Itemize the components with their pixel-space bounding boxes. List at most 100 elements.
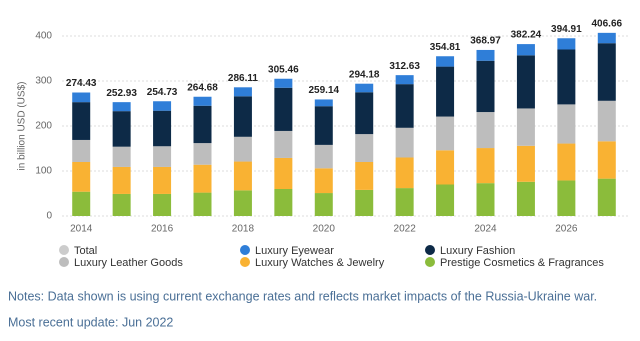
total-label: 254.73: [147, 87, 178, 98]
x-tick-label: 2026: [555, 224, 578, 235]
legend-marker: [59, 245, 69, 255]
total-label: 406.66: [591, 18, 622, 29]
legend-marker: [59, 257, 69, 267]
bar-segment: [314, 99, 333, 107]
bar-segment: [112, 111, 131, 147]
legend-marker: [425, 257, 435, 267]
note: Most recent update: Jun 2022: [8, 315, 173, 329]
bar-segment: [597, 100, 616, 142]
bar-segment: [153, 166, 172, 194]
legend-marker: [425, 245, 435, 255]
bar-segment: [72, 102, 91, 140]
bar-segment: [355, 83, 374, 93]
bar-segment: [193, 192, 212, 216]
total-label: 312.63: [389, 61, 420, 72]
bar-segment: [597, 32, 616, 44]
bar-segment: [557, 143, 576, 181]
bar-segment: [153, 146, 172, 167]
bar-segment: [557, 180, 576, 216]
bar-segment: [355, 92, 374, 135]
bar-segment: [153, 110, 172, 147]
x-tick-label: 2024: [474, 224, 497, 235]
total-label: 368.97: [470, 36, 501, 47]
bar-segment: [193, 164, 212, 193]
x-tick-label: 2022: [394, 224, 417, 235]
bar-segment: [314, 193, 333, 216]
bar-segment: [314, 168, 333, 194]
total-label: 252.93: [106, 88, 137, 99]
bar-segment: [395, 84, 414, 128]
bar-segment: [516, 145, 535, 182]
bar-segment: [597, 43, 616, 101]
bar-segment: [233, 136, 252, 162]
bar-segment: [193, 96, 212, 106]
bar-segment: [233, 161, 252, 191]
legend-marker: [240, 245, 250, 255]
total-label: 259.14: [308, 85, 339, 96]
bar-segment: [395, 188, 414, 216]
x-tick-label: 2014: [70, 224, 93, 235]
bar-segment: [112, 193, 131, 216]
bar-segment: [193, 105, 212, 144]
bar-segment: [476, 49, 495, 61]
bar-segment: [153, 101, 172, 111]
x-tick-label: 2020: [313, 224, 336, 235]
legend-label[interactable]: Luxury Fashion: [440, 245, 515, 257]
legend-label[interactable]: Luxury Leather Goods: [74, 257, 183, 269]
legend-marker: [240, 257, 250, 267]
legend-label[interactable]: Luxury Eyewear: [255, 245, 334, 257]
bar-segment: [436, 116, 455, 151]
legend-label[interactable]: Prestige Cosmetics & Fragrances: [440, 257, 604, 269]
bar-segment: [274, 157, 293, 189]
bar-segment: [516, 181, 535, 216]
bar-segment: [436, 184, 455, 216]
bar-segment: [597, 178, 616, 216]
bar-segment: [516, 44, 535, 56]
bar-segment: [395, 127, 414, 158]
bar-segment: [557, 49, 576, 105]
bar-segment: [395, 75, 414, 85]
bar-segment: [193, 143, 212, 165]
x-tick-label: 2018: [232, 224, 255, 235]
total-label: 354.81: [430, 42, 461, 53]
bar-segment: [395, 157, 414, 189]
y-axis-label: in billion USD (US$): [17, 82, 28, 171]
bar-segment: [72, 162, 91, 192]
total-label: 294.18: [349, 69, 380, 80]
total-label: 274.43: [66, 78, 97, 89]
bar-segment: [476, 112, 495, 149]
bar-segment: [72, 92, 91, 103]
bar-segment: [355, 189, 374, 216]
bar-segment: [557, 38, 576, 50]
bar-segment: [355, 134, 374, 162]
total-label: 305.46: [268, 64, 299, 75]
y-tick-label: 200: [35, 121, 52, 132]
bar-segment: [476, 60, 495, 113]
bar-segment: [436, 150, 455, 185]
bar-segment: [314, 144, 333, 169]
total-label: 394.91: [551, 24, 582, 35]
bar-segment: [274, 87, 293, 131]
total-label: 286.11: [228, 73, 258, 84]
bar-segment: [476, 148, 495, 184]
y-tick-label: 100: [35, 166, 52, 177]
bar-segment: [516, 108, 535, 146]
legend-label[interactable]: Total: [74, 245, 97, 257]
bar-segment: [516, 55, 535, 109]
note: Notes: Data shown is using current excha…: [8, 289, 597, 303]
bar-segment: [557, 104, 576, 144]
bar-segment: [314, 106, 333, 145]
x-tick-label: 2016: [151, 224, 174, 235]
legend-label[interactable]: Luxury Watches & Jewelry: [255, 257, 385, 269]
bar-segment: [274, 78, 293, 88]
y-tick-label: 300: [35, 76, 52, 87]
y-tick-label: 0: [46, 211, 52, 222]
y-tick-label: 400: [35, 31, 52, 42]
bar-segment: [436, 66, 455, 117]
bar-segment: [112, 102, 131, 112]
bar-segment: [436, 56, 455, 67]
bar-segment: [597, 141, 616, 179]
bar-segment: [72, 139, 91, 162]
bar-segment: [233, 190, 252, 216]
